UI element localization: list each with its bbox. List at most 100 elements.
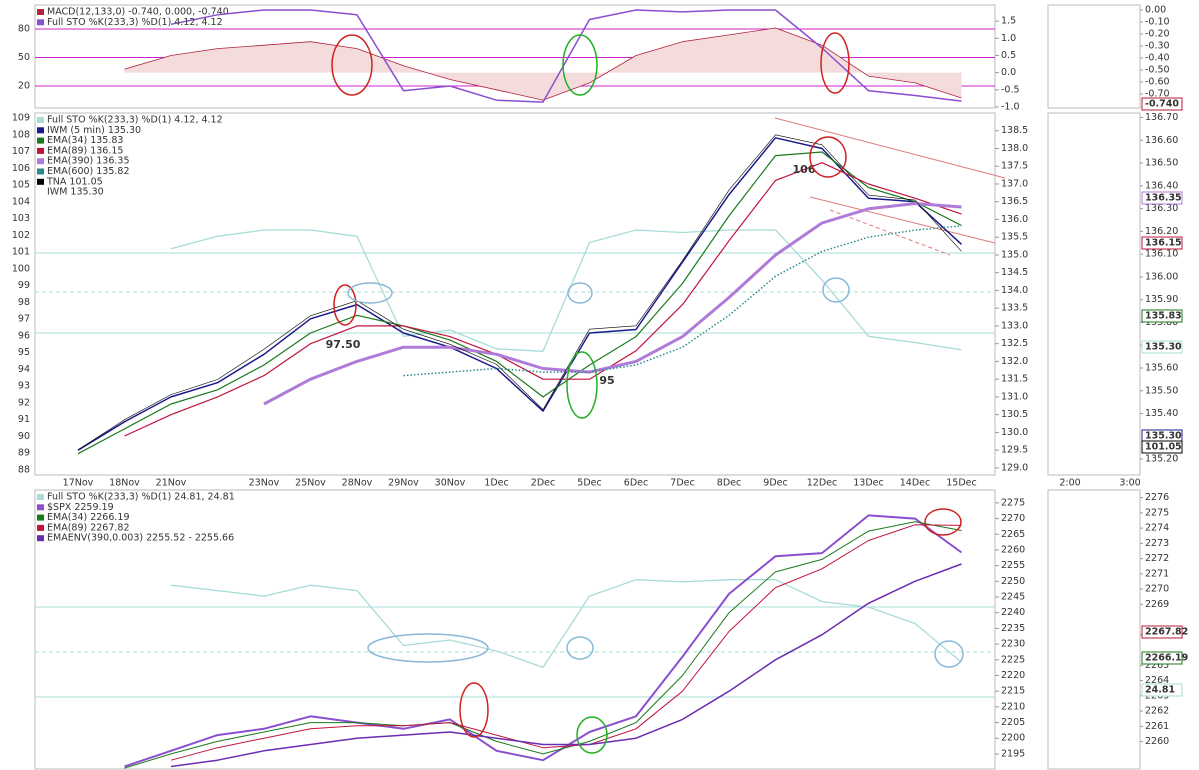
y2-tick-label: 98 <box>18 297 30 308</box>
y-tick-label: 136.50 <box>1145 158 1178 169</box>
panel-frame <box>34 489 996 770</box>
x-tick-label: 13Dec <box>853 478 883 489</box>
y-tick-label: 2261 <box>1145 721 1169 732</box>
y2-tick-label: 108 <box>12 129 30 140</box>
y-tick-label: 136.40 <box>1145 180 1178 191</box>
y2-tick-label: 94 <box>18 364 30 375</box>
price-tag-label: 101.05 <box>1145 442 1182 453</box>
price-tag-label: 136.15 <box>1145 238 1182 249</box>
price-tag-label: 135.30 <box>1145 431 1182 442</box>
y-tick-label: -0.50 <box>1145 64 1170 75</box>
trend-line <box>774 117 1006 179</box>
legend-swatch <box>37 494 44 500</box>
y-tick-label: 133.0 <box>1001 320 1028 331</box>
y-tick-label: 0.0 <box>1001 67 1016 78</box>
y2-tick-label: 100 <box>12 263 30 274</box>
legend-swatch <box>37 168 44 175</box>
circle-annotation <box>459 682 489 738</box>
series-line <box>170 579 962 669</box>
circle-annotation <box>367 633 489 663</box>
area <box>124 28 962 101</box>
panel-frame <box>34 4 996 109</box>
annotation: 95 <box>599 374 614 387</box>
legend-swatch <box>37 524 44 531</box>
x-tick-label: 15Dec <box>946 478 976 489</box>
price-tag <box>1141 440 1183 454</box>
circle-annotation <box>924 508 962 536</box>
price-tag <box>1141 651 1183 665</box>
y-tick-label: 2273 <box>1145 538 1169 549</box>
series-line <box>77 151 962 455</box>
panel-frame <box>1047 489 1141 770</box>
price-tag-label: 136.35 <box>1145 193 1182 204</box>
y-tick-label: 138.0 <box>1001 143 1028 154</box>
series-line <box>124 521 962 769</box>
y-tick-label: 136.5 <box>1001 196 1028 207</box>
y-tick-label: 2270 <box>1145 584 1169 595</box>
y-tick-label: 2275 <box>1145 507 1169 518</box>
y2-tick-label: 20 <box>18 80 30 91</box>
y-tick-label: -1.0 <box>1001 101 1020 112</box>
x-tick-label: 12Dec <box>807 478 837 489</box>
x-tick-label: 7Dec <box>670 478 694 489</box>
circle-annotation <box>562 34 598 96</box>
price-tag-label: 135.30 <box>1145 342 1182 353</box>
y-tick-label: 2225 <box>1001 654 1025 665</box>
legend-swatch <box>37 504 44 511</box>
price-tag-label: 2267.82 <box>1145 627 1188 638</box>
y-tick-label: 129.0 <box>1001 462 1028 473</box>
y-tick-label: 136.30 <box>1145 203 1178 214</box>
y-tick-label: 136.0 <box>1001 214 1028 225</box>
price-tag <box>1141 683 1183 697</box>
y2-tick-label: 99 <box>18 280 30 291</box>
annotation: 106 <box>793 163 816 176</box>
x-tick-label: 14Dec <box>900 478 930 489</box>
y-tick-label: 2200 <box>1001 733 1025 744</box>
y-tick-label: 1.5 <box>1001 16 1016 27</box>
price-tag <box>1141 309 1183 323</box>
series-line <box>170 229 962 352</box>
x-tick-label: 28Nov <box>342 478 373 489</box>
y-tick-label: -0.40 <box>1145 52 1170 63</box>
y2-tick-label: 103 <box>12 213 30 224</box>
x-tick-label: 17Nov <box>63 478 94 489</box>
x-tick-label: 2Dec <box>531 478 555 489</box>
circle-annotation <box>333 284 357 326</box>
y-tick-label: 2215 <box>1001 686 1025 697</box>
y-tick-label: -0.10 <box>1145 17 1170 28</box>
y2-tick-label: 50 <box>18 52 30 63</box>
y2-tick-label: 80 <box>18 24 30 35</box>
legend-swatch <box>37 147 44 154</box>
panel-frame <box>1047 112 1141 476</box>
price-tag-label: 24.81 <box>1145 685 1175 696</box>
y-tick-label: 135.20 <box>1145 454 1178 465</box>
y-tick-label: 136.20 <box>1145 226 1178 237</box>
x-tick-label: 5Dec <box>577 478 601 489</box>
trend-line <box>829 209 951 256</box>
price-tag-label: -0.740 <box>1145 99 1179 110</box>
y-tick-label: 2276 <box>1145 492 1169 503</box>
y-tick-label: 2230 <box>1001 639 1025 650</box>
price-tag-label: 2266.19 <box>1145 653 1188 664</box>
annotation: 97.50 <box>326 338 361 351</box>
y2-tick-label: 92 <box>18 397 30 408</box>
y-tick-label: -0.30 <box>1145 41 1170 52</box>
y-tick-label: 130.0 <box>1001 427 1028 438</box>
y-tick-label: 2272 <box>1145 553 1169 564</box>
legend-swatch <box>37 137 44 144</box>
legend-label: Full STO %K(233,3) %D(1) 4.12, 4.12 <box>47 17 223 28</box>
y-tick-label: 2275 <box>1001 497 1025 508</box>
legend-swatch <box>37 19 44 26</box>
x-tick-label: 25Nov <box>295 478 326 489</box>
legend-swatch <box>37 178 44 185</box>
y-tick-label: 2260 <box>1001 544 1025 555</box>
series-line <box>170 524 962 761</box>
y-tick-label: 2260 <box>1145 736 1169 747</box>
legend-label: EMA(600) 135.82 <box>47 166 130 177</box>
y-tick-label: 138.5 <box>1001 125 1028 136</box>
series-line <box>263 202 962 406</box>
y2-tick-label: 106 <box>12 163 30 174</box>
y-tick-label: 136.60 <box>1145 135 1178 146</box>
y-tick-label: 2271 <box>1145 568 1169 579</box>
y-tick-label: 134.0 <box>1001 285 1028 296</box>
